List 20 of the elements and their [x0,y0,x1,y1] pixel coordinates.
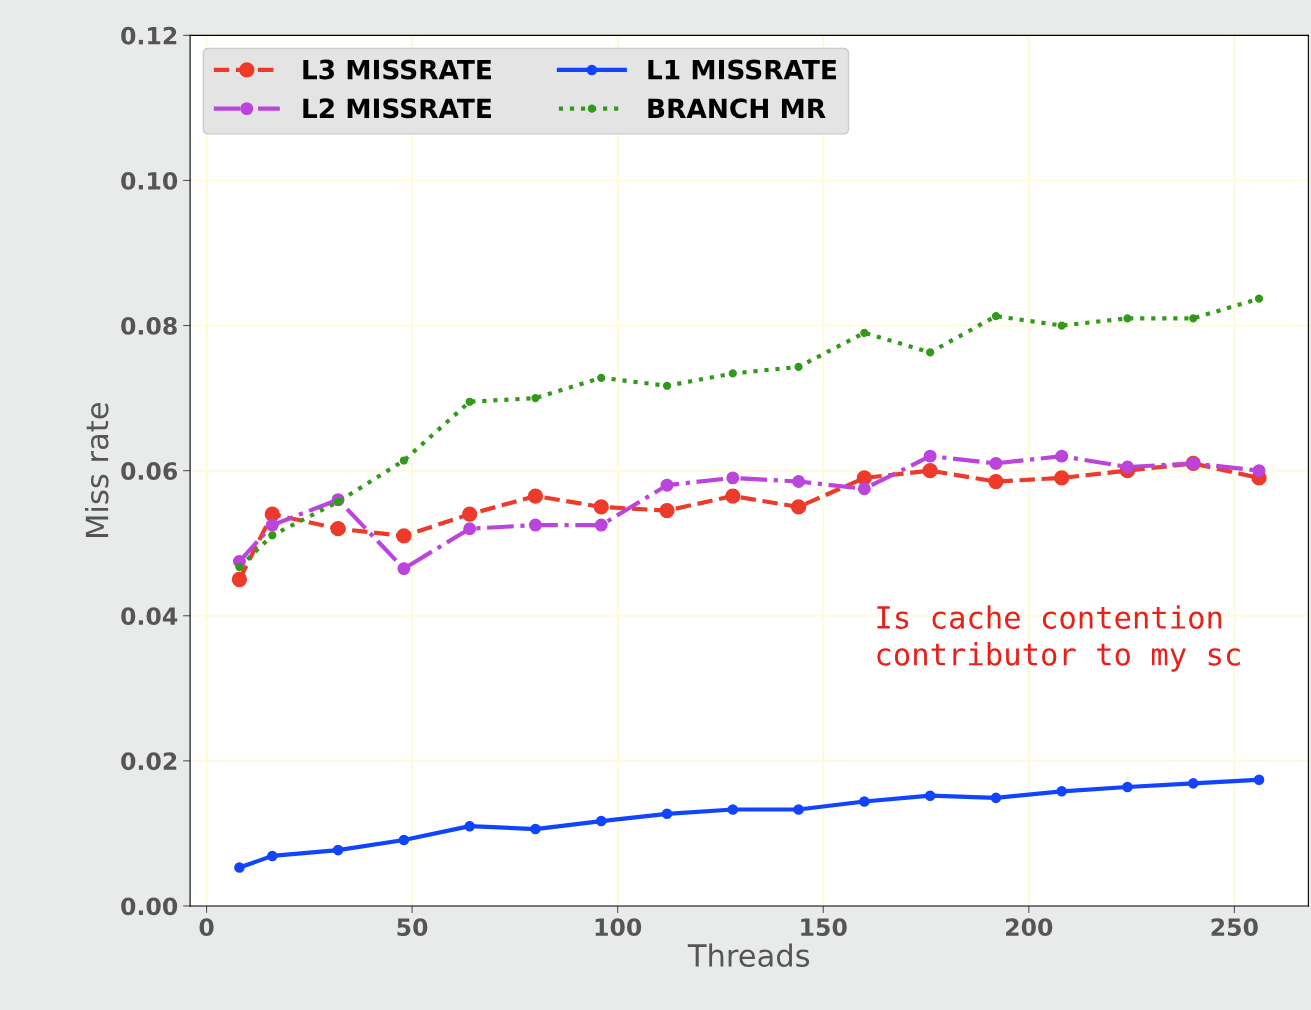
x-tick-label: 250 [1211,918,1258,937]
x-tick-label: 0 [199,918,214,937]
legend-label: L1 MISSRATE [648,59,837,80]
y-tick-label: 0.12 [121,26,177,45]
x-tick-label: 200 [1006,918,1053,937]
annotation: Is cache contention contributor to my sc [877,605,1240,672]
y-tick-label: 0.00 [121,897,178,916]
y-tick-label: 0.08 [121,317,177,335]
legend-label: L2 MISSRATE [303,98,491,119]
legend-label: L3 MISSRATE [303,59,491,80]
y-axis-title: Miss rate [84,403,109,537]
y-tick-label: 0.04 [121,607,178,626]
legend-label: BRANCH MR [648,98,826,119]
x-tick-label: 50 [397,918,428,937]
x-axis-title: Threads [687,943,810,968]
y-tick-label: 0.10 [121,171,178,190]
y-tick-label: 0.06 [121,462,178,480]
x-tick-label: 100 [595,918,642,937]
x-tick-label: 150 [801,918,847,937]
y-tick-label: 0.02 [121,752,177,771]
